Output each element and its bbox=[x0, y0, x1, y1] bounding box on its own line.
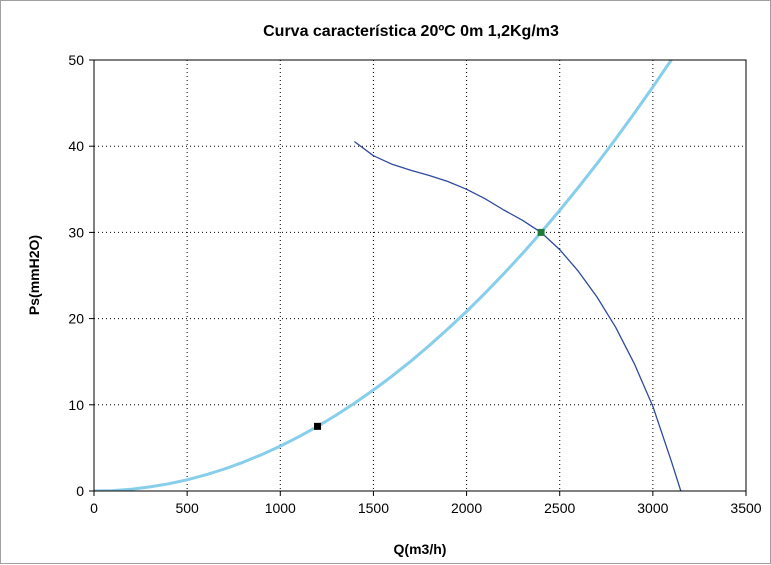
y-tick-label: 30 bbox=[68, 224, 84, 240]
x-tick-label: 2500 bbox=[544, 500, 575, 516]
design-point-marker bbox=[314, 422, 322, 430]
y-tick-label: 20 bbox=[68, 311, 84, 327]
chart-title: Curva característica 20ºC 0m 1,2Kg/m3 bbox=[263, 23, 559, 40]
x-tick-label: 1500 bbox=[358, 500, 389, 516]
y-tick-label: 40 bbox=[68, 138, 84, 154]
x-axis-ticks: 0 500 1000 1500 2000 2500 3000 3500 bbox=[90, 491, 762, 516]
y-tick-label: 0 bbox=[76, 483, 84, 499]
plot-border bbox=[93, 59, 747, 492]
y-tick-label: 50 bbox=[68, 52, 84, 68]
plot-area bbox=[94, 60, 746, 491]
grid-lines bbox=[94, 60, 746, 491]
y-axis-title: Ps(mmH2O) bbox=[26, 235, 42, 315]
operating-point-marker bbox=[537, 228, 545, 236]
points-layer bbox=[314, 228, 545, 430]
x-tick-label: 1000 bbox=[265, 500, 296, 516]
fan-curve-line bbox=[354, 141, 682, 491]
x-tick-label: 0 bbox=[90, 500, 98, 516]
x-axis-title: Q(m3/h) bbox=[394, 541, 447, 557]
y-axis-ticks: 0 10 20 30 40 50 bbox=[68, 52, 94, 499]
y-tick-label: 10 bbox=[68, 397, 84, 413]
system-curve-line bbox=[94, 60, 674, 491]
x-tick-label: 2000 bbox=[451, 500, 482, 516]
x-tick-label: 500 bbox=[175, 500, 199, 516]
x-tick-label: 3000 bbox=[637, 500, 668, 516]
x-tick-label: 3500 bbox=[730, 500, 761, 516]
series-layer bbox=[94, 60, 682, 491]
